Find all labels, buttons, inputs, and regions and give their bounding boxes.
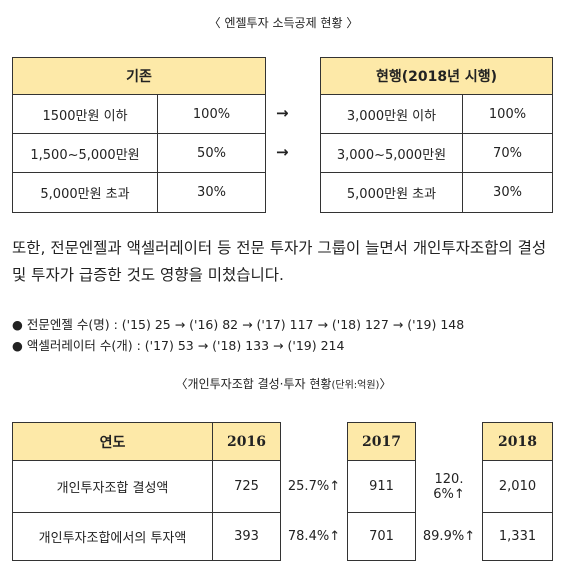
arrow: →	[276, 104, 289, 122]
table-header: 현행(2018년 시행)	[320, 57, 553, 95]
table-cell: 1,331	[482, 512, 553, 561]
table-title: 〈개인투자조합 결성·투자 현황(단위:억원)〉	[0, 375, 567, 392]
table-cell: 70%	[462, 133, 553, 173]
table-cell: 1500만원 이하	[12, 94, 158, 134]
table-cell: 개인투자조합에서의 투자액	[12, 512, 213, 561]
table-header: 연도	[12, 422, 213, 461]
table-header: 2017	[347, 422, 416, 461]
table-cell: 30%	[462, 172, 553, 213]
table-cell: 3,000~5,000만원	[320, 133, 463, 173]
table-cell: 393	[212, 512, 281, 561]
table-title-close: 〉	[379, 377, 392, 391]
table-title-text: 〈개인투자조합 결성·투자 현황	[175, 377, 332, 391]
table-unit: (단위:억원)	[331, 380, 380, 391]
paragraph-line: 또한, 전문엔젤과 액셀러레이터 등 전문 투자가 그룹이 늘면서 개인투자조합…	[12, 239, 547, 257]
table-cell: 1,500~5,000만원	[12, 133, 158, 173]
table-cell: 3,000만원 이하	[320, 94, 463, 134]
table-cell: 5,000만원 초과	[12, 172, 158, 213]
table-header: 기존	[12, 57, 266, 95]
table-cell: 개인투자조합 결성액	[12, 460, 213, 513]
table-cell: 911	[347, 460, 416, 513]
growth-rate: 78.4%↑	[287, 529, 341, 544]
bullet: ● 전문엔젤 수(명) : ('15) 25 → ('16) 82 → ('17…	[12, 317, 465, 332]
growth-rate: 120.6%↑	[433, 471, 465, 502]
bullet: ● 액셀러레이터 수(개) : ('17) 53 → ('18) 133 → (…	[12, 338, 345, 353]
arrow: →	[276, 143, 289, 161]
table-cell: 50%	[157, 133, 266, 173]
table-cell: 5,000만원 초과	[320, 172, 463, 213]
table-header: 2018	[482, 422, 553, 461]
growth-rate: 89.9%↑	[422, 529, 476, 544]
table-header: 2016	[212, 422, 281, 461]
table-cell: 2,010	[482, 460, 553, 513]
section-title: 〈 엔젤투자 소득공제 현황 〉	[208, 16, 359, 30]
table-cell: 725	[212, 460, 281, 513]
growth-rate: 25.7%↑	[287, 479, 341, 494]
table-cell: 701	[347, 512, 416, 561]
table-cell: 30%	[157, 172, 266, 213]
table-cell: 100%	[157, 94, 266, 134]
paragraph-line: 및 투자가 급증한 것도 영향을 미쳤습니다.	[12, 266, 284, 284]
table-cell: 100%	[462, 94, 553, 134]
